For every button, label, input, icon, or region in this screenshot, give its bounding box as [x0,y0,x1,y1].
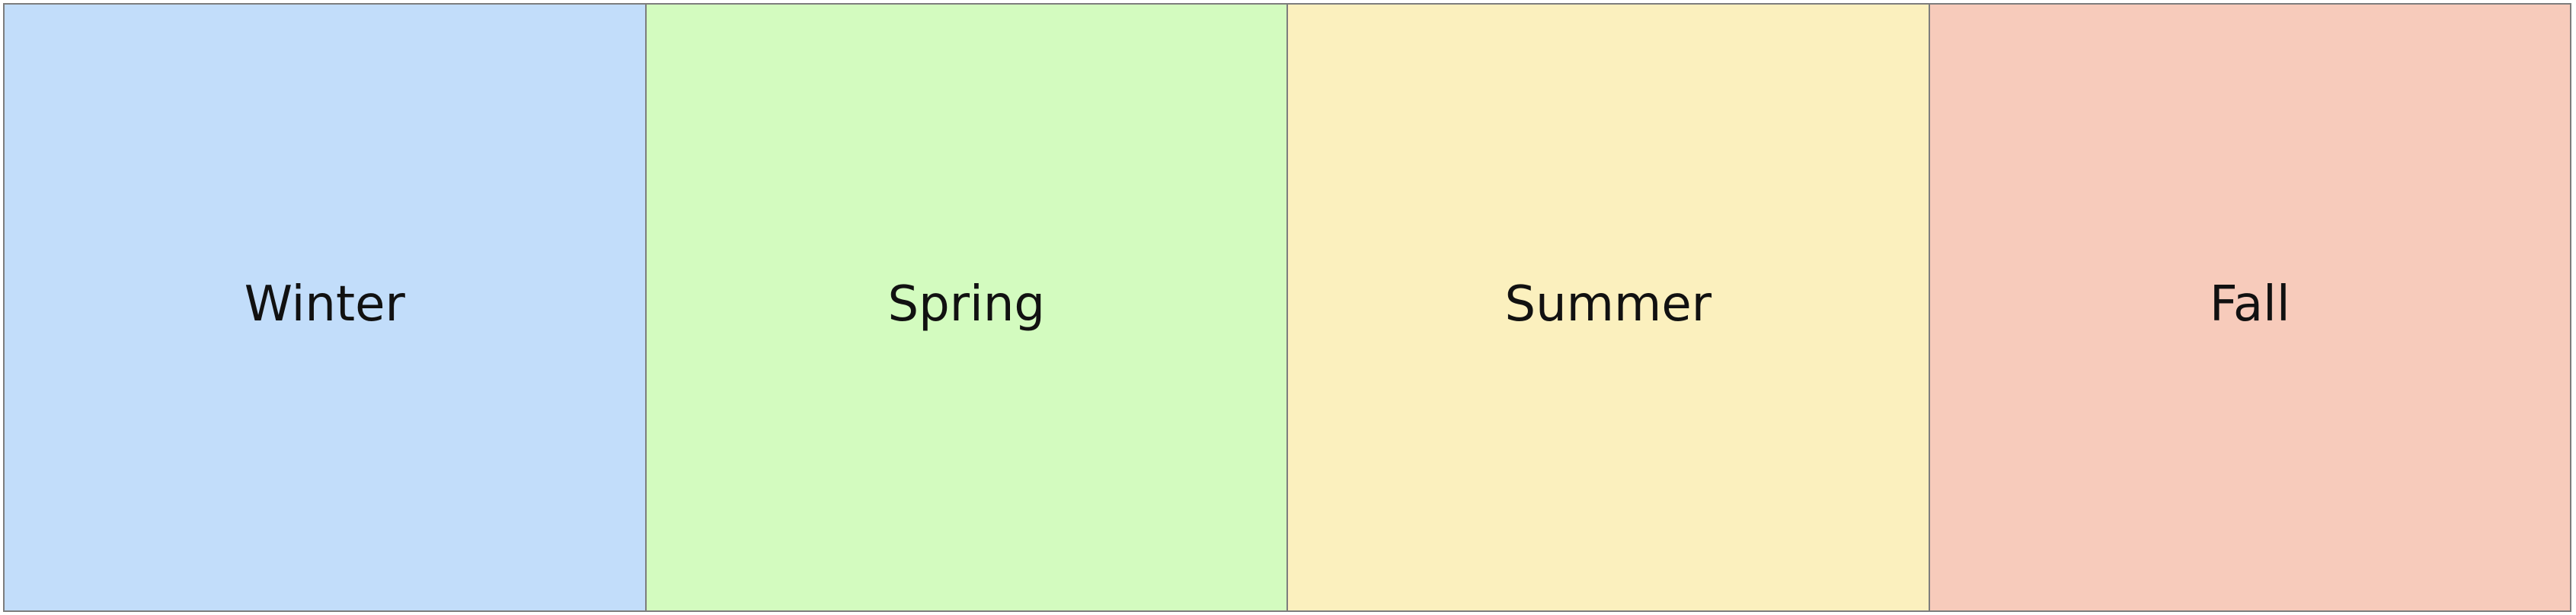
season-panel-winter: Winter [3,3,647,612]
season-strip: Winter Spring Summer Fall [3,3,2571,612]
season-label-summer: Summer [1504,276,1712,333]
season-panel-fall: Fall [1928,3,2571,612]
season-panel-summer: Summer [1286,3,1930,612]
season-label-fall: Fall [2209,276,2290,333]
season-label-winter: Winter [244,276,405,333]
season-panel-spring: Spring [644,3,1288,612]
season-label-spring: Spring [887,276,1046,333]
